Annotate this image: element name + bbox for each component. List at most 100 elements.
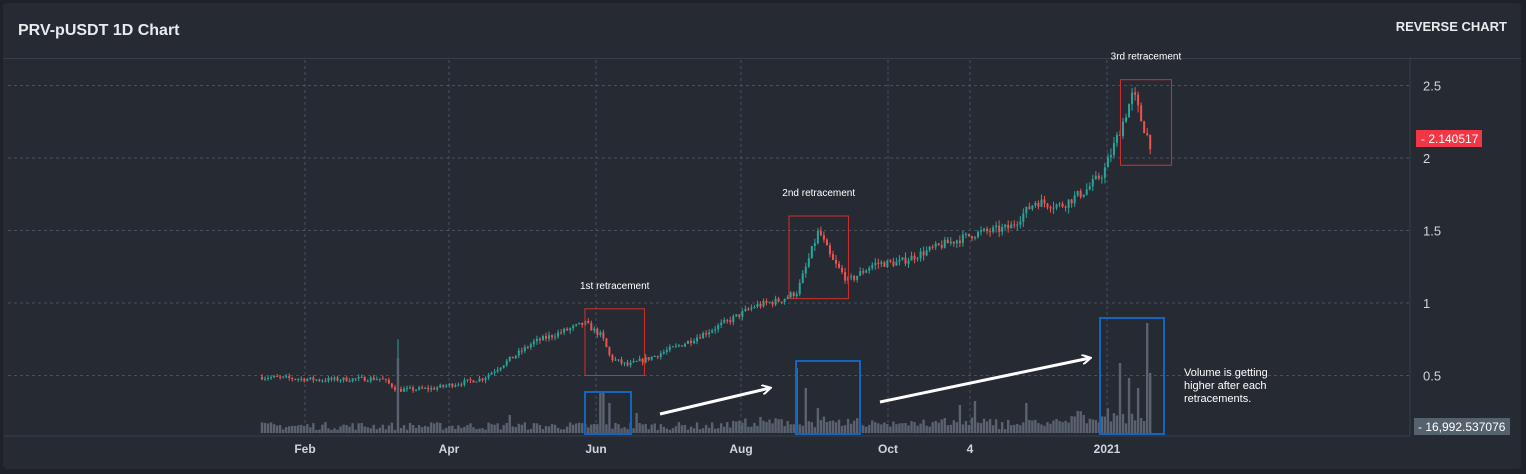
volume-bar — [541, 429, 545, 433]
candle-body — [714, 329, 717, 331]
volume-bar — [1070, 416, 1073, 433]
volume-bar — [1043, 425, 1046, 433]
candle-body — [813, 243, 816, 247]
reverse-chart-button[interactable]: REVERSE CHART — [1395, 19, 1507, 34]
candle-body — [1052, 207, 1055, 209]
candle-body — [1037, 202, 1040, 207]
volume-bar — [429, 422, 433, 433]
volume-bar — [1115, 415, 1119, 433]
volume-bar — [623, 427, 626, 433]
candle-body — [1097, 175, 1100, 179]
volume-bar — [632, 428, 635, 433]
candle-body — [1094, 175, 1097, 180]
volume-bar — [1064, 420, 1067, 433]
volume-bar — [677, 422, 681, 433]
volume-bar — [886, 424, 889, 433]
volume-bar — [457, 425, 460, 433]
volume-bar — [1000, 421, 1004, 433]
candle-body — [569, 328, 572, 331]
x-tick-label: Oct — [878, 442, 898, 456]
volume-bar — [1124, 423, 1128, 433]
candle-body — [1079, 190, 1082, 197]
volume-bar — [910, 421, 913, 433]
candle-body — [711, 330, 714, 333]
y-tick-label: 2.5 — [1423, 79, 1441, 94]
volume-bar — [487, 422, 490, 433]
volume-bar — [1013, 424, 1016, 433]
volume-bar — [683, 424, 687, 433]
candle-body — [1061, 203, 1064, 207]
candle-body — [1115, 134, 1118, 143]
candle-body — [1004, 224, 1007, 227]
candle-body — [430, 387, 433, 390]
volume-bar — [1067, 422, 1070, 433]
volume-bar — [281, 429, 285, 433]
candle-body — [768, 302, 771, 304]
volume-bar — [339, 426, 342, 433]
volume-bar — [327, 428, 330, 433]
volume-bar — [988, 419, 992, 433]
candle-body — [572, 325, 575, 329]
candle-body — [360, 376, 363, 378]
volume-bar — [451, 425, 454, 433]
candle-body — [859, 271, 862, 276]
volume-bar — [1082, 415, 1085, 433]
candle-body — [378, 378, 381, 380]
volume-bar — [952, 420, 956, 433]
candle-body — [856, 275, 859, 280]
candle-body — [557, 332, 560, 337]
volume-bar — [807, 421, 811, 433]
volume-bar — [756, 426, 759, 433]
volume-note-line: retracements. — [1184, 393, 1251, 405]
volume-bar — [967, 424, 971, 433]
candle-body — [566, 328, 569, 331]
candle-body — [442, 384, 445, 387]
volume-bar — [544, 425, 548, 433]
candle-body — [916, 258, 919, 260]
candle-body — [838, 263, 841, 268]
candle-body — [1085, 189, 1088, 195]
volume-bar — [659, 424, 662, 433]
volume-bar — [626, 428, 629, 433]
volume-bar — [768, 419, 771, 433]
x-tick-label: 2021 — [1094, 442, 1121, 456]
volume-bar — [913, 422, 916, 433]
candle-body — [656, 356, 659, 358]
volume-bar — [559, 429, 563, 433]
volume-bar — [750, 426, 753, 433]
volume-bar — [593, 423, 596, 433]
candle-body — [1001, 226, 1004, 232]
volume-bar — [574, 423, 578, 433]
candle-body — [868, 268, 871, 271]
volume-bar — [1061, 422, 1064, 433]
volume-bar — [925, 425, 928, 433]
candle-body — [816, 230, 819, 244]
candle-body — [907, 260, 910, 264]
volume-bar — [713, 428, 717, 433]
candle-body — [940, 244, 943, 248]
candle-body — [436, 387, 439, 390]
volume-bar — [550, 424, 554, 433]
y-tick-label: 1 — [1423, 296, 1430, 311]
candle-body — [469, 379, 472, 381]
volume-bar — [964, 421, 968, 433]
candle-body — [439, 384, 442, 388]
volume-bar — [1040, 424, 1043, 433]
volume-bar — [275, 425, 279, 433]
candle-body — [354, 378, 357, 380]
volume-bar — [1112, 413, 1116, 433]
volume-bar — [605, 424, 608, 433]
candle-body — [1131, 92, 1134, 105]
candle-body — [1073, 195, 1076, 204]
volume-bar — [547, 426, 551, 433]
candle-body — [835, 259, 838, 264]
candle-body — [819, 230, 822, 236]
volume-bar — [871, 420, 874, 433]
volume-bar — [442, 429, 445, 433]
volume-bar — [828, 421, 832, 433]
volume-bar — [309, 427, 312, 433]
candle-body — [647, 357, 650, 360]
candle-body — [1034, 202, 1037, 206]
volume-bar — [312, 423, 315, 433]
